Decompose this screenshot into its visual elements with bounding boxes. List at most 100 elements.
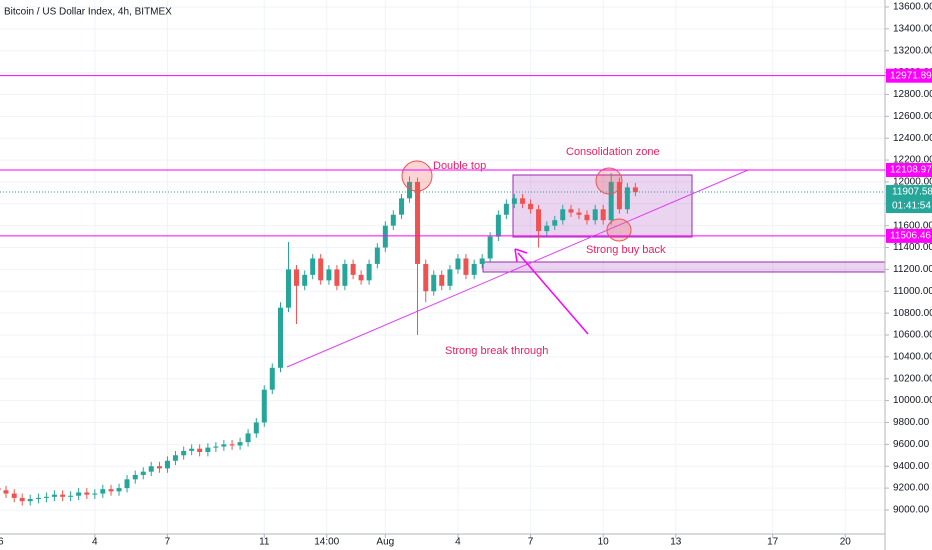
grid <box>0 0 885 534</box>
x-tick-label: 20 <box>840 537 852 548</box>
last-price-label: 11907.58 <box>892 187 932 198</box>
candle-body <box>326 269 332 281</box>
y-tick-label: 9600.00 <box>893 439 930 450</box>
y-tick-label: 9400.00 <box>893 461 930 472</box>
candle-body <box>431 274 437 292</box>
candle-body <box>560 209 566 221</box>
candle-body <box>423 263 429 292</box>
candle-body <box>11 493 17 498</box>
candle-body <box>51 494 57 497</box>
candle-body <box>189 448 195 451</box>
x-tick-label: Aug <box>376 537 394 548</box>
candle-body <box>552 220 558 226</box>
annotation: Strong break through <box>445 345 548 357</box>
price-label: 12108.97 <box>890 165 932 176</box>
candle-body <box>293 269 299 286</box>
price-label-box <box>886 68 932 83</box>
circle <box>401 160 433 192</box>
candle-body <box>108 489 114 492</box>
candle-body <box>608 181 614 221</box>
y-tick-label: 12200.00 <box>893 155 932 166</box>
candle-body <box>511 198 517 204</box>
price-label: 11506.46 <box>890 231 931 242</box>
x-tick-label: 14:00 <box>314 537 339 548</box>
y-tick-label: 10200.00 <box>893 373 932 384</box>
y-tick-label: 11000.00 <box>893 286 932 297</box>
candle-body <box>399 198 405 215</box>
candle-body <box>132 474 138 480</box>
candle-body <box>600 209 606 221</box>
candle-body <box>261 389 267 423</box>
candle-body <box>415 181 421 264</box>
candles <box>0 173 638 506</box>
x-tick-label: 17 <box>767 537 779 548</box>
y-tick-label: 9800.00 <box>893 417 930 428</box>
y-tick-label: 10400.00 <box>893 352 932 363</box>
candle-body <box>479 258 485 264</box>
annotation: Strong buy back <box>586 244 666 256</box>
candle-body <box>205 447 211 452</box>
consolidation-box <box>512 174 693 238</box>
candle-body <box>536 209 542 232</box>
candle-body <box>616 181 622 210</box>
x-tick-label: 7 <box>165 537 171 548</box>
candle-body <box>92 493 98 495</box>
candle-body <box>27 499 33 502</box>
candle-body <box>592 209 598 221</box>
candle-body <box>140 471 146 475</box>
candle-body <box>358 274 364 281</box>
x-tick-label: 11 <box>259 537 270 548</box>
candle-body <box>310 258 316 275</box>
y-tick-label: 10000.00 <box>893 395 932 406</box>
candle-body <box>528 203 534 210</box>
x-tick-label: 7 <box>528 537 534 548</box>
candle-body <box>3 490 9 494</box>
arrow <box>517 252 589 335</box>
candle-body <box>213 446 219 448</box>
x-tick-label: 4 <box>455 537 461 548</box>
candle-body <box>84 492 90 495</box>
y-tick-label: 13400.00 <box>893 24 932 35</box>
candle-body <box>584 214 590 221</box>
candle-body <box>350 263 356 275</box>
x-tick-label: 16 <box>0 537 4 548</box>
candle-body <box>544 225 550 232</box>
trend-line <box>286 169 749 368</box>
y-tick-label: 11400.00 <box>893 242 932 253</box>
annotation: Consolidation zone <box>566 146 660 158</box>
candle-body <box>35 497 41 500</box>
candle-body <box>68 495 74 497</box>
candle-body <box>382 225 388 248</box>
candle-body <box>76 492 82 496</box>
price-label-box <box>886 163 932 178</box>
y-tick-label: 10600.00 <box>893 330 932 341</box>
y-tick-label: 9000.00 <box>893 505 930 516</box>
y-tick-label: 13600.00 <box>893 2 932 13</box>
candle-body <box>0 488 1 491</box>
y-tick-label: 11200.00 <box>893 264 932 275</box>
y-tick-label: 11600.00 <box>893 220 932 231</box>
y-tick-label: 12600.00 <box>893 111 932 122</box>
candle-body <box>447 269 453 286</box>
candle-body <box>366 263 372 281</box>
y-tick-label: 12800.00 <box>893 89 932 100</box>
candle-body <box>253 422 259 434</box>
candle-body <box>43 496 49 498</box>
candle-body <box>520 198 526 204</box>
candle-body <box>172 455 178 461</box>
candle-body <box>269 367 275 390</box>
annotation: Double top <box>433 160 486 172</box>
candle-body <box>237 442 243 446</box>
candle-body <box>495 214 501 237</box>
candle-body <box>285 269 291 308</box>
candle-body <box>229 444 235 446</box>
candle-body <box>181 450 187 456</box>
x-tick-label: 13 <box>670 537 682 548</box>
x-tick-label: 4 <box>92 537 98 548</box>
arrow-head <box>514 248 528 263</box>
circle <box>606 218 632 242</box>
candle-body <box>374 247 380 264</box>
x-tick-label: 10 <box>598 537 610 548</box>
